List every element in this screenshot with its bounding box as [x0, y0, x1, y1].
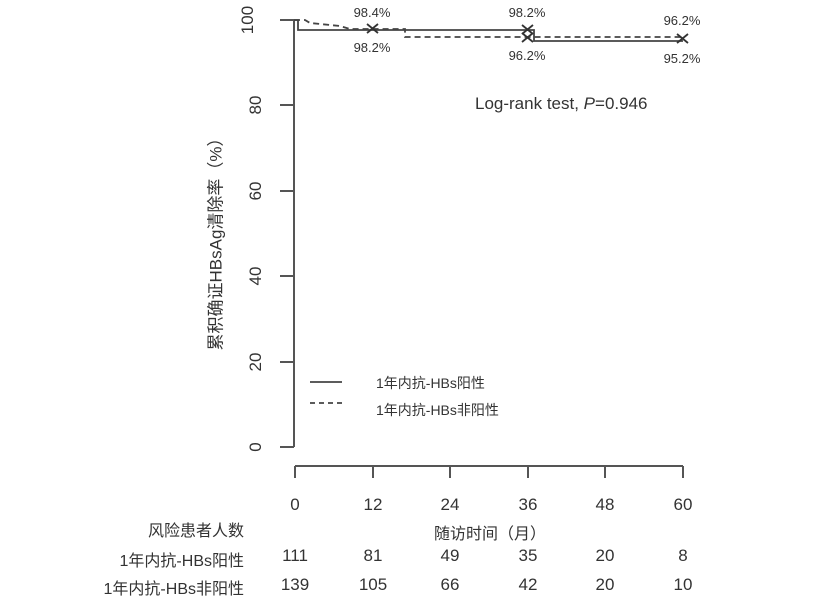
y-axis-label: 累积确证HBsAg清除率（%）: [206, 129, 226, 351]
annotation-36-top: 98.2%: [508, 5, 546, 20]
annotation-12-top: 98.4%: [353, 5, 391, 20]
curve-anti-hbs-non-positive: [294, 19, 683, 38]
annotation-12-bottom: 98.2%: [353, 40, 391, 55]
x-tick-24: 24: [440, 495, 460, 514]
risk-count: 35: [518, 546, 538, 565]
risk-row-label-positive: 1年内抗-HBs阳性: [119, 553, 244, 570]
risk-count: 10: [673, 575, 693, 594]
annotation-60-bottom: 95.2%: [663, 51, 701, 66]
risk-count: 49: [440, 546, 460, 565]
censor-marks: [366, 23, 689, 44]
y-tick-20: 20: [246, 352, 265, 372]
y-tick-60: 60: [246, 181, 265, 201]
y-axis: [280, 19, 295, 448]
risk-count: 20: [595, 575, 615, 594]
x-axis-label: 随访时间（月）: [433, 526, 547, 543]
legend-label-positive: 1年内抗-HBs阳性: [376, 375, 485, 391]
risk-count: 66: [440, 575, 460, 594]
y-tick-40: 40: [246, 266, 265, 286]
annotation-60-top: 96.2%: [663, 13, 701, 28]
risk-count: 111: [282, 546, 308, 565]
legend-label-non-positive: 1年内抗-HBs非阳性: [376, 402, 499, 418]
risk-count: 8: [678, 546, 688, 565]
x-tick-12: 12: [363, 495, 383, 514]
x-axis: [294, 465, 684, 478]
risk-count: 105: [358, 575, 388, 594]
y-tick-0: 0: [246, 442, 265, 452]
x-tick-36: 36: [518, 495, 538, 514]
log-rank-annotation: Log-rank test, P=0.946: [475, 94, 648, 113]
risk-count: 42: [518, 575, 538, 594]
x-tick-48: 48: [595, 495, 615, 514]
risk-count: 20: [595, 546, 615, 565]
risk-count: 139: [280, 575, 310, 594]
annotation-36-bottom: 96.2%: [508, 48, 546, 63]
risk-table-title: 风险患者人数: [147, 523, 244, 540]
x-tick-60: 60: [673, 495, 693, 514]
y-tick-100: 100: [238, 5, 257, 35]
risk-row-label-non-positive: 1年内抗-HBs非阳性: [103, 581, 244, 598]
x-tick-0: 0: [290, 495, 300, 514]
y-tick-80: 80: [246, 95, 265, 115]
risk-count: 81: [363, 546, 383, 565]
